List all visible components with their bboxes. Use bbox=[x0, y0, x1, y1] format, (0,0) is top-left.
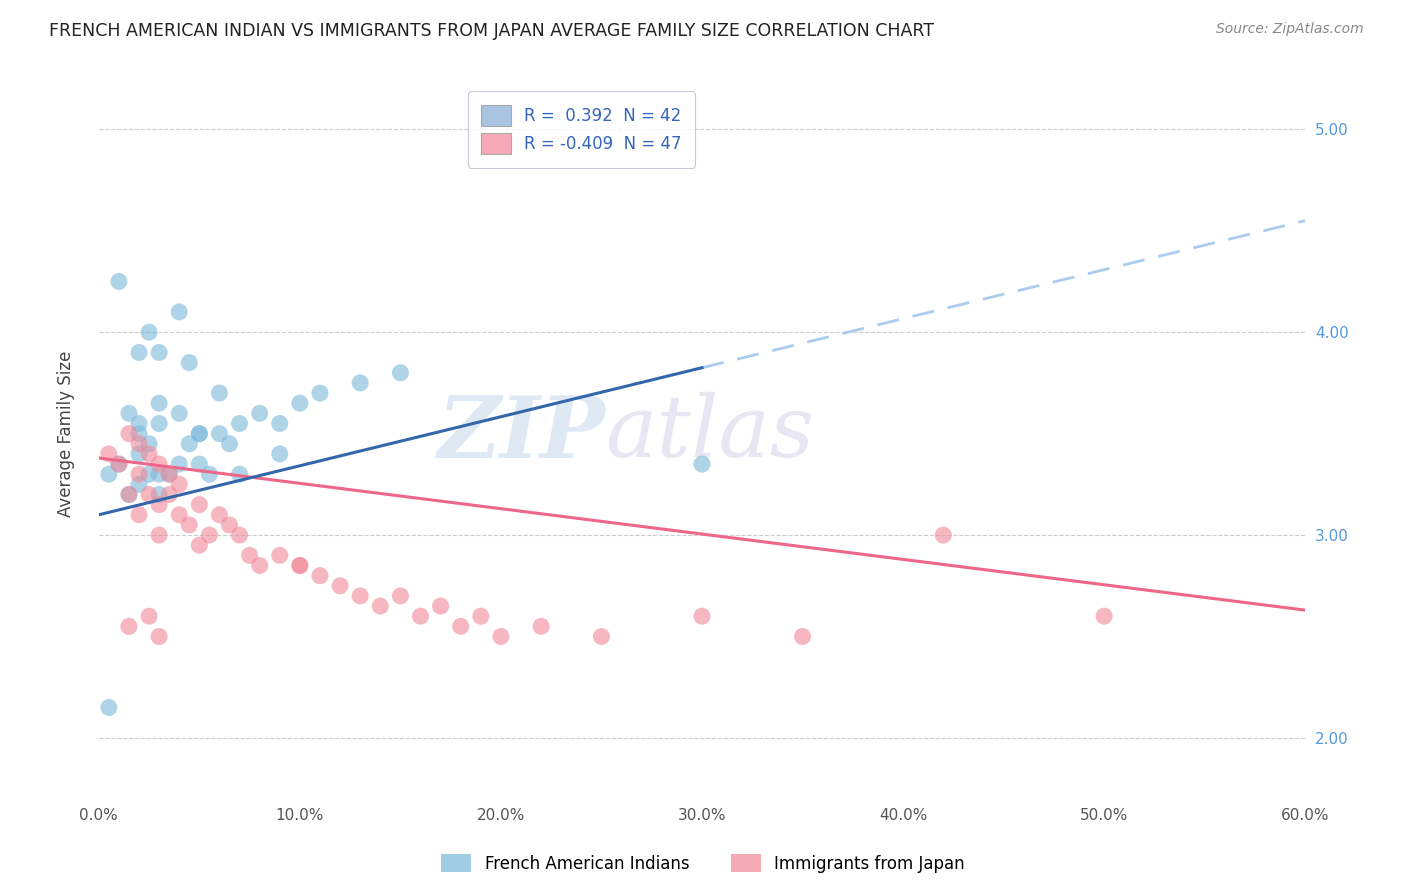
Point bbox=[409, 609, 432, 624]
Point bbox=[228, 528, 250, 542]
Point bbox=[389, 589, 412, 603]
Point bbox=[349, 376, 371, 390]
Point bbox=[470, 609, 492, 624]
Point bbox=[179, 356, 201, 370]
Point bbox=[198, 467, 221, 482]
Point bbox=[329, 579, 352, 593]
Point bbox=[389, 366, 412, 380]
Legend: French American Indians, Immigrants from Japan: French American Indians, Immigrants from… bbox=[434, 847, 972, 880]
Text: Source: ZipAtlas.com: Source: ZipAtlas.com bbox=[1216, 22, 1364, 37]
Point bbox=[1092, 609, 1115, 624]
Point bbox=[148, 528, 170, 542]
Point bbox=[148, 345, 170, 359]
Point bbox=[489, 630, 512, 644]
Point bbox=[188, 426, 211, 441]
Point bbox=[690, 609, 713, 624]
Point bbox=[148, 630, 170, 644]
Point bbox=[108, 275, 131, 289]
Point bbox=[167, 477, 190, 491]
Point bbox=[208, 426, 231, 441]
Point bbox=[218, 437, 240, 451]
Point bbox=[368, 599, 391, 613]
Point bbox=[208, 508, 231, 522]
Point bbox=[288, 558, 311, 573]
Point bbox=[138, 325, 160, 339]
Point bbox=[97, 447, 120, 461]
Point bbox=[179, 437, 201, 451]
Y-axis label: Average Family Size: Average Family Size bbox=[58, 351, 75, 516]
Point bbox=[269, 447, 291, 461]
Point bbox=[157, 487, 180, 501]
Point bbox=[157, 467, 180, 482]
Point bbox=[249, 406, 271, 420]
Point bbox=[118, 406, 141, 420]
Point bbox=[128, 508, 150, 522]
Point bbox=[167, 457, 190, 471]
Point bbox=[690, 457, 713, 471]
Point bbox=[450, 619, 472, 633]
Point bbox=[188, 426, 211, 441]
Point bbox=[128, 467, 150, 482]
Point bbox=[97, 467, 120, 482]
Point bbox=[349, 589, 371, 603]
Point bbox=[309, 568, 332, 582]
Point bbox=[97, 700, 120, 714]
Point bbox=[148, 417, 170, 431]
Point bbox=[148, 487, 170, 501]
Point bbox=[148, 396, 170, 410]
Point bbox=[269, 549, 291, 563]
Point bbox=[228, 417, 250, 431]
Point bbox=[188, 457, 211, 471]
Point bbox=[118, 426, 141, 441]
Point bbox=[188, 498, 211, 512]
Point bbox=[218, 517, 240, 532]
Text: atlas: atlas bbox=[606, 392, 814, 475]
Point bbox=[932, 528, 955, 542]
Point bbox=[138, 609, 160, 624]
Text: ZIP: ZIP bbox=[437, 392, 606, 475]
Point bbox=[228, 467, 250, 482]
Point bbox=[309, 386, 332, 401]
Point bbox=[530, 619, 553, 633]
Point bbox=[288, 558, 311, 573]
Point bbox=[179, 517, 201, 532]
Point bbox=[792, 630, 814, 644]
Point bbox=[128, 426, 150, 441]
Point bbox=[429, 599, 451, 613]
Point bbox=[288, 396, 311, 410]
Point bbox=[128, 477, 150, 491]
Point bbox=[118, 487, 141, 501]
Point bbox=[138, 487, 160, 501]
Point bbox=[167, 305, 190, 319]
Point bbox=[118, 619, 141, 633]
Point bbox=[148, 467, 170, 482]
Point bbox=[148, 498, 170, 512]
Point bbox=[591, 630, 613, 644]
Point bbox=[188, 538, 211, 552]
Point bbox=[208, 386, 231, 401]
Point bbox=[128, 417, 150, 431]
Point bbox=[167, 508, 190, 522]
Point bbox=[108, 457, 131, 471]
Point bbox=[167, 406, 190, 420]
Point bbox=[148, 457, 170, 471]
Point bbox=[128, 447, 150, 461]
Point bbox=[198, 528, 221, 542]
Point bbox=[239, 549, 262, 563]
Point bbox=[269, 417, 291, 431]
Point bbox=[108, 457, 131, 471]
Point bbox=[157, 467, 180, 482]
Legend: R =  0.392  N = 42, R = -0.409  N = 47: R = 0.392 N = 42, R = -0.409 N = 47 bbox=[468, 92, 695, 168]
Point bbox=[138, 437, 160, 451]
Point bbox=[128, 437, 150, 451]
Point bbox=[118, 487, 141, 501]
Point bbox=[138, 467, 160, 482]
Text: FRENCH AMERICAN INDIAN VS IMMIGRANTS FROM JAPAN AVERAGE FAMILY SIZE CORRELATION : FRENCH AMERICAN INDIAN VS IMMIGRANTS FRO… bbox=[49, 22, 934, 40]
Point bbox=[249, 558, 271, 573]
Point bbox=[138, 447, 160, 461]
Point bbox=[128, 345, 150, 359]
